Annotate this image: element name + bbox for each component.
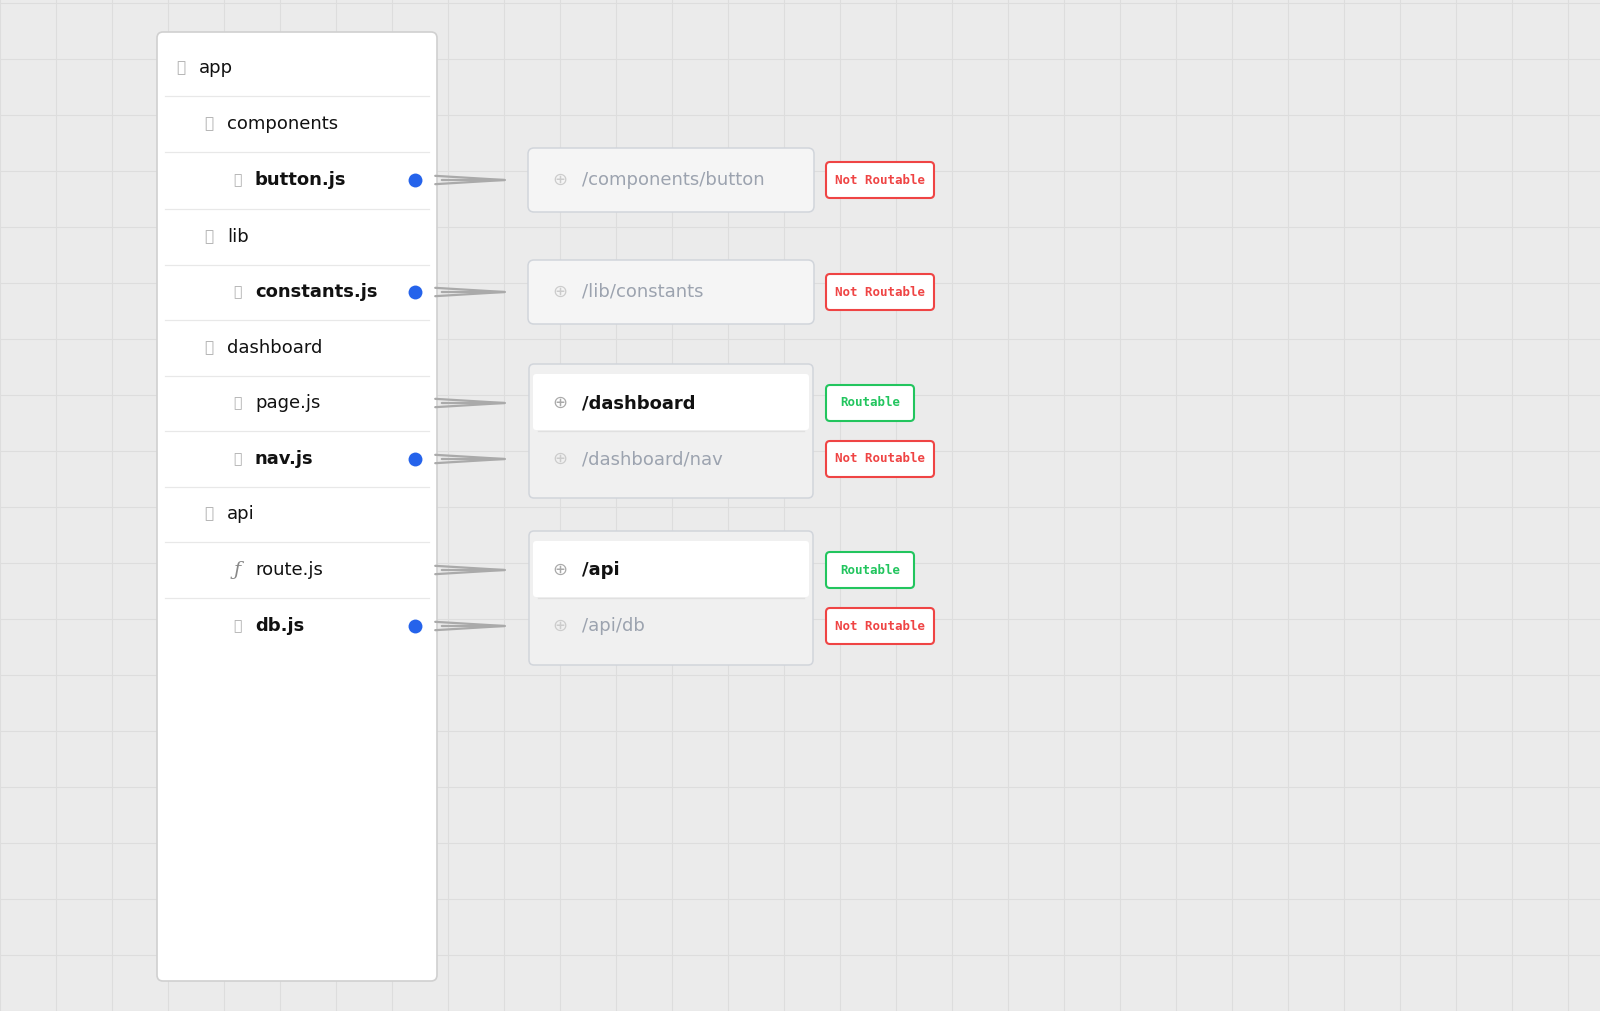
Text: Not Routable: Not Routable <box>835 174 925 186</box>
Text: 🗋: 🗋 <box>234 285 242 299</box>
Text: route.js: route.js <box>254 561 323 579</box>
Text: 🗀: 🗀 <box>205 507 213 522</box>
Text: app: app <box>198 59 234 77</box>
Text: nav.js: nav.js <box>254 450 314 468</box>
FancyBboxPatch shape <box>528 260 814 324</box>
Text: 🗀: 🗀 <box>205 341 213 356</box>
FancyBboxPatch shape <box>530 364 813 498</box>
Text: 🗋: 🗋 <box>234 619 242 633</box>
Text: Routable: Routable <box>840 396 899 409</box>
Text: 🗋: 🗋 <box>234 173 242 187</box>
Text: lib: lib <box>227 228 248 246</box>
FancyBboxPatch shape <box>826 552 914 588</box>
Text: /api/db: /api/db <box>582 617 645 635</box>
Text: /components/button: /components/button <box>582 171 765 189</box>
Text: ⊕: ⊕ <box>552 171 568 189</box>
Text: ⊕: ⊕ <box>552 617 568 635</box>
Text: /lib/constants: /lib/constants <box>582 283 704 301</box>
FancyBboxPatch shape <box>530 531 813 665</box>
Text: /dashboard/nav: /dashboard/nav <box>582 450 723 468</box>
FancyBboxPatch shape <box>826 441 934 477</box>
FancyBboxPatch shape <box>533 541 810 598</box>
Text: ƒ: ƒ <box>234 561 240 579</box>
Text: 🗀: 🗀 <box>205 229 213 245</box>
Text: Not Routable: Not Routable <box>835 285 925 298</box>
FancyBboxPatch shape <box>528 148 814 212</box>
Text: dashboard: dashboard <box>227 339 322 357</box>
Text: api: api <box>227 506 254 523</box>
Text: button.js: button.js <box>254 171 347 189</box>
Text: 🗋: 🗋 <box>234 452 242 466</box>
FancyBboxPatch shape <box>157 32 437 981</box>
Text: /dashboard: /dashboard <box>582 394 696 412</box>
Text: db.js: db.js <box>254 617 304 635</box>
Text: ⊕: ⊕ <box>552 283 568 301</box>
Text: 🗀: 🗀 <box>205 116 213 131</box>
Text: ⊕: ⊕ <box>552 450 568 468</box>
Text: ⊕: ⊕ <box>552 561 568 579</box>
FancyBboxPatch shape <box>826 274 934 310</box>
FancyBboxPatch shape <box>826 608 934 644</box>
Text: 🗀: 🗀 <box>176 61 186 76</box>
Text: page.js: page.js <box>254 394 320 412</box>
Text: /api: /api <box>582 561 619 579</box>
Text: 🗋: 🗋 <box>234 396 242 410</box>
Text: Not Routable: Not Routable <box>835 453 925 465</box>
Text: Not Routable: Not Routable <box>835 620 925 633</box>
Text: components: components <box>227 115 338 133</box>
Text: Routable: Routable <box>840 563 899 576</box>
Text: ⊕: ⊕ <box>552 394 568 412</box>
FancyBboxPatch shape <box>826 162 934 198</box>
FancyBboxPatch shape <box>533 374 810 430</box>
FancyBboxPatch shape <box>826 385 914 421</box>
Text: constants.js: constants.js <box>254 283 378 301</box>
